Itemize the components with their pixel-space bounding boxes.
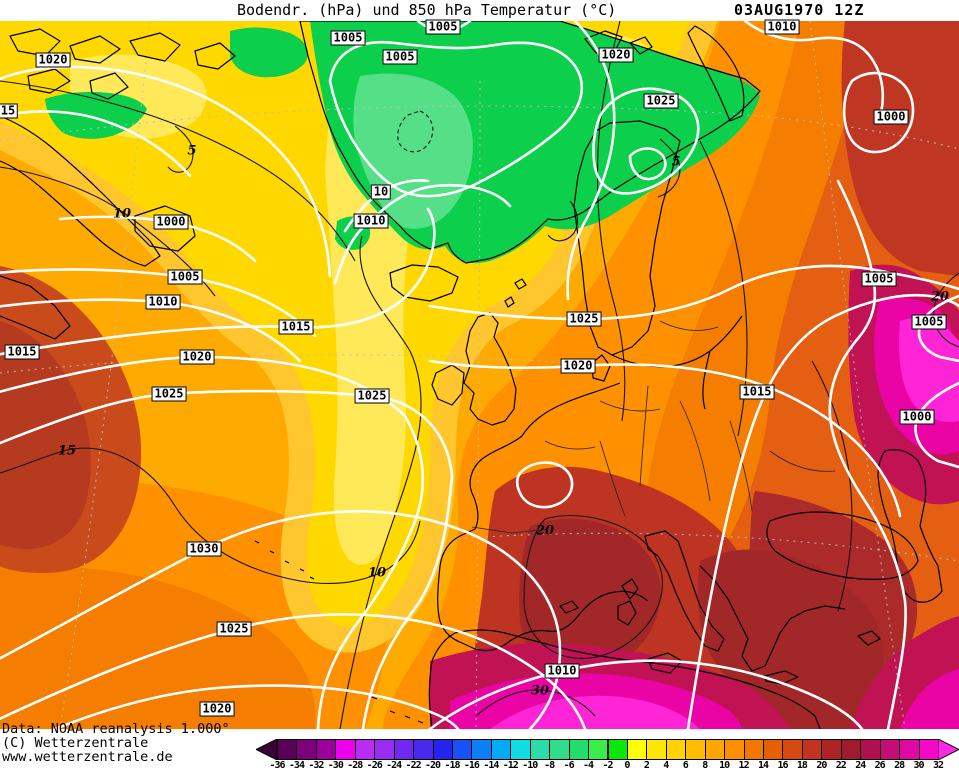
colorbar-right-arrow [938, 739, 959, 760]
colorbar-box [879, 739, 901, 760]
colorbar-box [821, 739, 842, 760]
colorbar-tick-label: 28 [894, 760, 905, 770]
colorbar-tick-label: -22 [405, 760, 422, 770]
colorbar-tick-label: 0 [624, 760, 630, 770]
colorbar-tick-label: -12 [502, 760, 519, 770]
colorbar-box [724, 739, 745, 760]
colorbar-box [918, 739, 939, 760]
colorbar-tick-label: 22 [835, 760, 847, 770]
colorbar-box [529, 739, 551, 760]
map-area: 1020 15 1005 1005 1005 1010 1020 1025 1000 10 1010… [0, 19, 959, 729]
colorbar-tick-label: 24 [855, 760, 866, 770]
colorbar-tick-label: 10 [719, 760, 730, 770]
colorbar-tick-label: -6 [563, 760, 575, 770]
footer: Data: NOAA reanalysis 1.000° (C) Wetterz… [0, 721, 959, 770]
colorbar-box [801, 739, 823, 760]
colorbar-box [413, 739, 434, 760]
isobars [0, 21, 959, 729]
colorbar-box [471, 739, 492, 760]
colorbar-box [451, 739, 473, 760]
colorbar-tick-label: -4 [583, 760, 594, 770]
colorbar-tick-label: -20 [424, 760, 441, 770]
colorbar-box [354, 739, 376, 760]
colorbar-tick-label: -18 [444, 760, 460, 770]
colorbar-box [763, 739, 784, 760]
map-canvas [0, 21, 959, 729]
colorbar-tick-label: 12 [738, 760, 750, 770]
country-borders [471, 320, 836, 534]
colorbar-box [393, 739, 415, 760]
colorbar-tick-label: -32 [308, 760, 324, 770]
colorbar-box [743, 739, 765, 760]
colorbar-tick-label: -34 [288, 760, 305, 770]
colorbar-box [899, 739, 920, 760]
data-source-text: Data: NOAA reanalysis 1.000° [2, 721, 230, 737]
colorbar-box [568, 739, 590, 760]
colorbar-box [374, 739, 395, 760]
colorbar-tick-label: 8 [702, 760, 708, 770]
colorbar-left-arrow [256, 739, 277, 760]
colorbar-tick-label: 20 [816, 760, 827, 770]
map-datetime: 03AUG1970 12Z [734, 1, 865, 19]
colorbar-tick-label: 14 [757, 760, 769, 770]
colorbar-tick-label: 2 [643, 760, 650, 770]
colorbar-box [607, 739, 628, 760]
colorbar-tick-label: 26 [874, 760, 886, 770]
colorbar-box [432, 739, 453, 760]
colorbar-box [704, 739, 726, 760]
colorbar-tick-label: -16 [463, 760, 480, 770]
colorbar-box [860, 739, 881, 760]
colorbar-box [840, 739, 862, 760]
temperature-field [0, 21, 959, 729]
colorbar-box [646, 739, 667, 760]
graticule [0, 21, 959, 729]
colorbar-box [277, 739, 298, 760]
colorbar-box [626, 739, 648, 760]
copyright-text: (C) Wetterzentrale [2, 735, 149, 751]
colorbar-tick-label: -14 [483, 760, 499, 770]
colorbar-box [665, 739, 687, 760]
colorbar-tick-label: -24 [386, 760, 402, 770]
colorbar-box [510, 739, 531, 760]
colorbar-tick-label: 30 [913, 760, 925, 770]
colorbar-tick-label: -10 [522, 760, 538, 770]
temperature-colorbar: -36 -34 -32 -30 -28 -26 -24 -22 -20 -18 -16 -14 -12-… [256, 739, 959, 770]
colorbar-tick-label: -26 [366, 760, 383, 770]
colorbar-tick-label: 6 [682, 760, 689, 770]
colorbar-box [685, 739, 706, 760]
colorbar-tick-label: 32 [932, 760, 944, 770]
colorbar-tick-label: 18 [796, 760, 808, 770]
colorbar-tick-label: -8 [544, 760, 555, 770]
colorbar-tick-label: -2 [602, 760, 613, 770]
colorbar-tick-label: 4 [663, 760, 669, 770]
title-bar: Bodendr. (hPa) und 850 hPa Temperatur (°… [0, 0, 959, 21]
colorbar-tick-label: 16 [777, 760, 788, 770]
colorbar-tick-label: -30 [327, 760, 344, 770]
colorbar-box [296, 739, 317, 760]
colorbar-box [588, 739, 609, 760]
colorbar-box [549, 739, 570, 760]
map-title: Bodendr. (hPa) und 850 hPa Temperatur (°… [237, 1, 617, 19]
colorbar-box [315, 739, 337, 760]
website-text: www.wetterzentrale.de [2, 749, 173, 765]
colorbar-tick-label: -28 [347, 760, 363, 770]
colorbar-tick-label: -36 [269, 760, 285, 770]
colorbar-box [490, 739, 512, 760]
colorbar-box [782, 739, 803, 760]
colorbar-box [335, 739, 356, 760]
